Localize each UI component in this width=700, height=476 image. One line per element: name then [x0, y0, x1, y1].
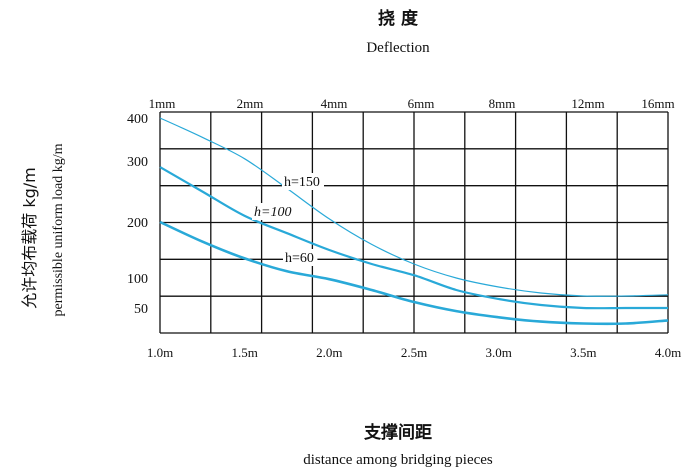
series-label-bg — [252, 203, 294, 220]
chart-title-cn: 挠 度 — [378, 8, 419, 29]
curve-labels: h=150 h=100 h=60 — [252, 173, 324, 266]
y-tick-label: 200 — [127, 216, 148, 231]
x-tick-label: 4.0m — [655, 345, 681, 360]
x-axis-label-cn: 支撑间距 — [364, 422, 432, 443]
x-axis-ticks: 1.0m 1.5m 2.0m 2.5m 3.0m 3.5m 4.0m — [147, 345, 681, 360]
series-line-0 — [159, 117, 669, 297]
top-tick-label: 8mm — [489, 96, 516, 111]
series-line-2 — [159, 220, 669, 326]
top-tick-label: 2mm — [237, 96, 264, 111]
y-axis-ticks: 400 300 200 100 50 — [127, 112, 148, 317]
x-tick-label: 2.5m — [401, 345, 427, 360]
series-label: h=150 — [284, 175, 320, 190]
top-tick-label: 6mm — [408, 96, 435, 111]
top-tick-label: 1mm — [149, 96, 176, 111]
y-axis-label-en: permissible uniform load kg/m — [51, 143, 66, 316]
top-tick-label: 12mm — [571, 96, 604, 111]
chart-title-en: Deflection — [366, 40, 430, 56]
series-label: h=100 — [254, 205, 291, 220]
chart-grid — [159, 111, 669, 334]
top-tick-label: 4mm — [321, 96, 348, 111]
top-tick-label: 16mm — [641, 96, 674, 111]
y-tick-label: 50 — [134, 302, 148, 317]
x-tick-label: 3.5m — [570, 345, 596, 360]
x-tick-label: 3.0m — [485, 345, 511, 360]
y-tick-label: 100 — [127, 272, 148, 287]
x-tick-label: 1.5m — [231, 345, 257, 360]
y-tick-label: 300 — [127, 155, 148, 170]
series-label-bg — [283, 249, 318, 266]
series-label: h=60 — [285, 251, 314, 266]
x-tick-label: 1.0m — [147, 345, 173, 360]
series-line-1 — [159, 166, 668, 310]
x-tick-label: 2.0m — [316, 345, 342, 360]
series-label-bg — [282, 173, 324, 190]
y-tick-label: 400 — [127, 112, 148, 127]
x-axis-label-en: distance among bridging pieces — [303, 452, 493, 468]
series-curves — [159, 117, 669, 326]
top-deflection-ticks: 1mm 2mm 4mm 6mm 8mm 12mm 16mm — [149, 96, 675, 111]
y-axis-label-cn: 允许均布载荷 kg/m — [20, 167, 39, 309]
